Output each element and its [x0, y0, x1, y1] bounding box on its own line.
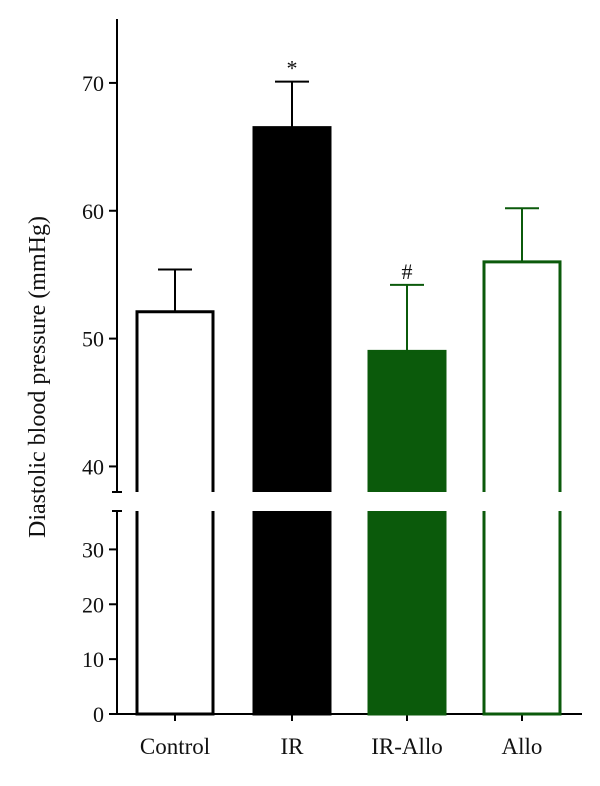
bar-ir-allo-lower-fill	[369, 511, 445, 714]
axes: 0 10 20 30 40 50 60 70	[82, 19, 582, 727]
error-bars	[158, 80, 539, 352]
x-tick-label-ir: IR	[281, 734, 305, 759]
y-tick-label-20: 20	[82, 592, 104, 617]
bar-allo-lower	[482, 511, 562, 716]
y-tick-label-0: 0	[93, 702, 104, 727]
bar-control-upper-fill	[137, 311, 213, 492]
y-tick-label-40: 40	[82, 454, 104, 479]
y-axis-label: Diastolic blood pressure (mmHg)	[25, 216, 51, 538]
annotation-ir: *	[287, 56, 298, 81]
labels: Control * IR # IR-Allo Allo	[140, 56, 543, 759]
bar-ir-upper-fill	[254, 127, 330, 492]
x-tick-label-allo: Allo	[502, 734, 543, 759]
y-tick-label-50: 50	[82, 327, 104, 352]
bar-ir-lower-fill	[254, 511, 330, 714]
bars	[135, 126, 562, 716]
bar-control-lower-fill	[137, 511, 213, 714]
y-tick-label-60: 60	[82, 199, 104, 224]
bar-control-lower	[135, 511, 215, 716]
x-tick-label-control: Control	[140, 734, 210, 759]
bar-allo	[482, 260, 562, 492]
bar-allo-upper-fill	[484, 261, 560, 492]
bar-ir-allo-lower	[367, 511, 447, 716]
y-tick-label-30: 30	[82, 537, 104, 562]
bar-ir-allo-upper-fill	[369, 351, 445, 492]
x-tick-label-ir-allo: IR-Allo	[371, 734, 443, 759]
y-tick-label-10: 10	[82, 647, 104, 672]
bar-ir-lower	[252, 511, 332, 716]
annotation-ir-allo: #	[402, 259, 413, 284]
bar-allo-lower-fill	[484, 511, 560, 714]
bar-control	[135, 310, 215, 492]
y-tick-label-70: 70	[82, 71, 104, 96]
